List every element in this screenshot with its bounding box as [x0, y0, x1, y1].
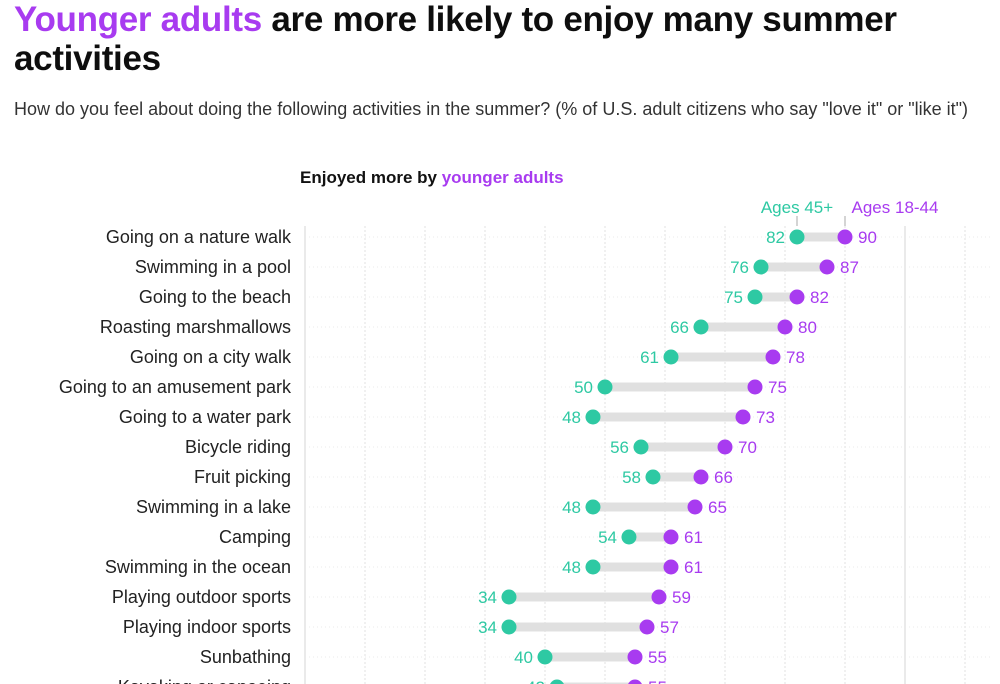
dot-younger [837, 229, 853, 245]
category-label: Roasting marshmallows [100, 317, 291, 337]
category-label: Going to an amusement park [59, 377, 292, 397]
value-label-older: 58 [622, 468, 641, 487]
value-label-younger: 87 [840, 258, 859, 277]
dot-younger [819, 259, 835, 275]
dot-younger [777, 319, 793, 335]
value-label-younger: 65 [708, 498, 727, 517]
value-label-younger: 66 [714, 468, 733, 487]
dot-older [693, 319, 709, 335]
dot-younger [663, 559, 679, 575]
dot-older [633, 439, 649, 455]
value-label-younger: 55 [648, 648, 667, 667]
dot-older [585, 499, 601, 515]
value-label-younger: 80 [798, 318, 817, 337]
dot-younger [639, 619, 655, 635]
chart-title: Younger adults are more likely to enjoy … [14, 0, 989, 78]
dot-younger [765, 349, 781, 365]
labels: Enjoyed more by younger adults Ages 45+ Ag… [59, 168, 939, 684]
dots [501, 229, 853, 684]
category-label: Playing indoor sports [123, 617, 291, 637]
value-label-older: 76 [730, 258, 749, 277]
chart-header-prefix: Enjoyed more by [300, 168, 442, 187]
category-label: Going to the beach [139, 287, 291, 307]
value-label-older: 56 [610, 438, 629, 457]
dot-younger [693, 469, 709, 485]
dot-younger [628, 679, 642, 684]
category-label: Swimming in the ocean [105, 557, 291, 577]
value-label-younger: 57 [660, 618, 679, 637]
value-label-younger: 82 [810, 288, 829, 307]
dot-older [747, 289, 763, 305]
chart-title-highlight: Younger adults [14, 0, 262, 39]
connectors [509, 232, 845, 684]
dot-younger [687, 499, 703, 515]
value-label-older: 54 [598, 528, 617, 547]
value-label-younger: 70 [738, 438, 757, 457]
dot-younger [663, 529, 679, 545]
dot-older [501, 619, 517, 635]
dot-younger [627, 649, 643, 665]
dot-younger [747, 379, 763, 395]
value-label-younger: 59 [672, 588, 691, 607]
category-label: Playing outdoor sports [112, 587, 291, 607]
dot-older [585, 409, 601, 425]
dot-older [585, 559, 601, 575]
value-label-older: 40 [514, 648, 533, 667]
value-label-younger: 78 [786, 348, 805, 367]
category-label: Swimming in a lake [136, 497, 291, 517]
value-label-older: 48 [562, 408, 581, 427]
dot-older [597, 379, 613, 395]
value-label-older: 82 [766, 228, 785, 247]
dot-younger [717, 439, 733, 455]
dot-younger [735, 409, 751, 425]
category-label: Going on a nature walk [106, 227, 292, 247]
value-label-older: 34 [478, 618, 497, 637]
value-label-older: 34 [478, 588, 497, 607]
category-label: Fruit picking [194, 467, 291, 487]
category-label: Bicycle riding [185, 437, 291, 457]
chart-subtitle: How do you feel about doing the followin… [14, 99, 968, 119]
category-label: Sunbathing [200, 647, 291, 667]
value-label-younger: 73 [756, 408, 775, 427]
chart-header-highlight: younger adults [442, 168, 564, 187]
chart-title-rest: are more likely to enjoy many summer act… [14, 0, 897, 78]
value-label-younger: 75 [768, 378, 787, 397]
value-label-younger: 90 [858, 228, 877, 247]
value-label-younger: 61 [684, 558, 703, 577]
value-label-older: 48 [562, 498, 581, 517]
value-label-older: 50 [574, 378, 593, 397]
category-label: Swimming in a pool [135, 257, 291, 277]
value-label-younger: 61 [684, 528, 703, 547]
category-label: Camping [219, 527, 291, 547]
value-label-older: 48 [562, 558, 581, 577]
value-label-older: 66 [670, 318, 689, 337]
dot-older [645, 469, 661, 485]
chart-header: Enjoyed more by younger adults [300, 168, 564, 187]
dot-older [621, 529, 637, 545]
value-label-older: 61 [640, 348, 659, 367]
dot-older [537, 649, 553, 665]
value-label-younger: 55 [648, 678, 667, 684]
value-label-older: 42 [526, 678, 545, 684]
dot-older [501, 589, 517, 605]
dot-older [663, 349, 679, 365]
category-label: Going on a city walk [130, 347, 292, 367]
dot-younger [651, 589, 667, 605]
dot-older [789, 229, 805, 245]
category-label: Going to a water park [119, 407, 292, 427]
category-label: Kayaking or canoeing [118, 677, 291, 684]
grid [304, 226, 990, 684]
dot-older [753, 259, 769, 275]
legend-ages-18-44: Ages 18-44 [852, 198, 939, 217]
dot-younger [789, 289, 805, 305]
value-label-older: 75 [724, 288, 743, 307]
legend-ages-45-plus: Ages 45+ [761, 198, 833, 217]
dot-older [550, 679, 564, 684]
